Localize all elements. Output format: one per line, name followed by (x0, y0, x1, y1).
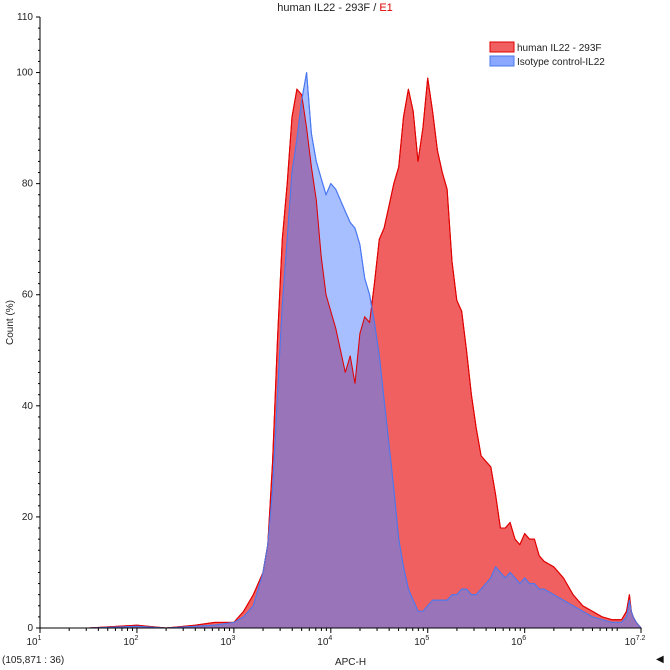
series-layer (39, 71, 643, 629)
legend-label: Isotype control-IL22 (517, 57, 605, 68)
x-tick-label: 102 (123, 635, 138, 648)
chart-title-gate: E1 (379, 2, 393, 14)
legend: human IL22 - 293F Isotype control-IL22 (489, 41, 605, 68)
y-tick-label: 80 (22, 179, 34, 190)
x-tick-label: 106 (511, 635, 526, 648)
x-tick-label: 103 (220, 635, 235, 648)
y-tick-label: 100 (16, 68, 33, 79)
y-tick-label: 60 (22, 290, 34, 301)
coordinate-readout: (105,871 : 36) (2, 655, 65, 666)
x-tick-label: 101 (26, 635, 41, 648)
y-tick-label: 20 (22, 512, 34, 523)
legend-label: human IL22 - 293F (517, 43, 602, 54)
x-tick-label: 105 (414, 635, 429, 648)
legend-swatch (489, 41, 515, 53)
legend-swatch (489, 55, 515, 67)
y-tick-label: 110 (17, 12, 33, 23)
x-tick-label: 107.2 (625, 635, 646, 648)
series-outline (40, 78, 643, 629)
triangle-left-icon[interactable]: ◀ (656, 654, 664, 665)
y-axis-label: Count (%) (5, 300, 16, 345)
axes-layer: 0 20 40 60 80 100 110 101 102 103 104 105 106 107.2 AP… (5, 12, 646, 668)
x-axis-label: APC-H (335, 657, 366, 668)
chart-title-separator: / (370, 2, 380, 14)
x-tick-label: 104 (317, 635, 332, 648)
chart-title-sample: human IL22 - 293F (277, 2, 371, 14)
chart-title: human IL22 - 293F / E1 (0, 2, 670, 14)
series-outline (40, 72, 643, 629)
y-tick-label: 40 (22, 401, 34, 412)
y-tick-label: 0 (27, 623, 33, 634)
